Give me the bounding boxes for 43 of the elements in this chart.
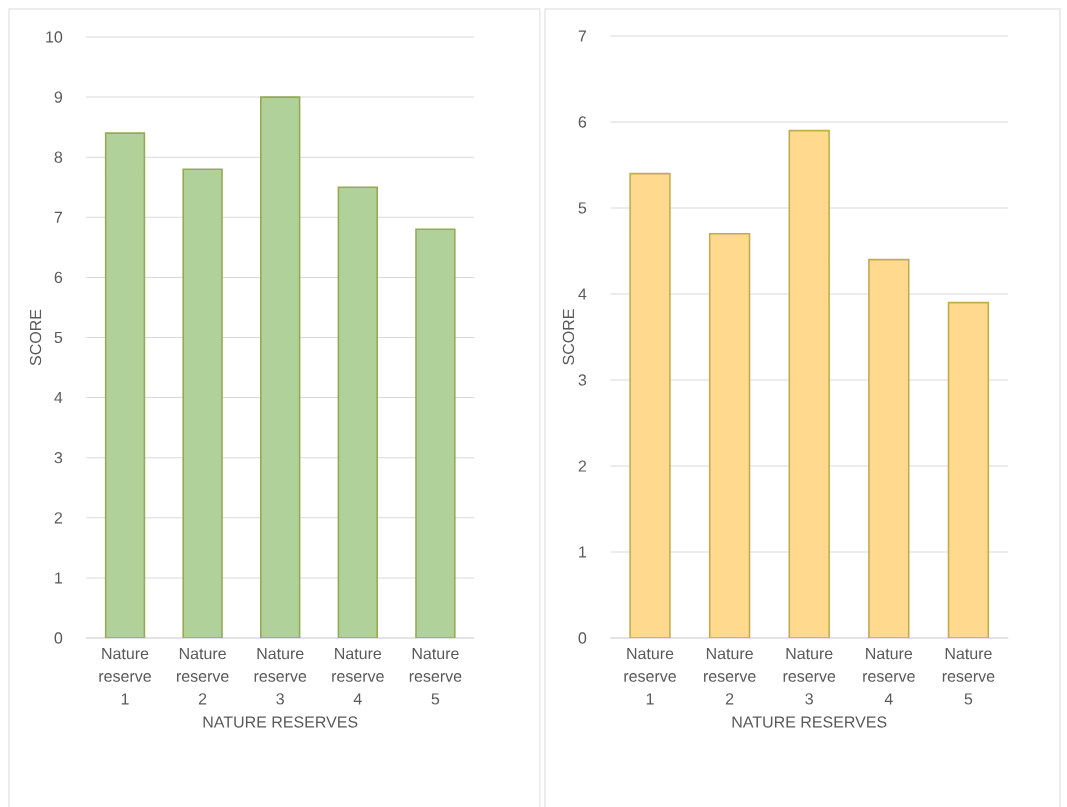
y-axis-title: SCORE xyxy=(29,309,42,366)
y-tick-label: 1 xyxy=(55,572,63,584)
x-tick-label: Nature reserve 3 xyxy=(783,648,836,705)
x-tick-label: Nature reserve 1 xyxy=(624,648,676,705)
x-tick-label: Nature reserve 3 xyxy=(254,648,307,705)
x-axis-title: NATURE RESERVES xyxy=(203,716,358,728)
y-tick-label: 5 xyxy=(54,331,63,344)
y-tick-label: 5 xyxy=(578,202,587,214)
y-tick-label: 9 xyxy=(54,91,63,103)
bar xyxy=(708,233,751,638)
x-tick-label: Nature reserve 2 xyxy=(704,648,756,705)
y-axis-title: SCORE xyxy=(562,309,575,365)
y-tick-label: 1 xyxy=(579,546,587,558)
bar xyxy=(260,96,301,638)
x-tick-label: Nature reserve 4 xyxy=(863,648,915,705)
y-tick-label: 8 xyxy=(54,151,63,163)
y-tick-label: 6 xyxy=(578,116,587,128)
bar xyxy=(947,301,990,638)
bar xyxy=(182,168,223,638)
x-tick-label: Nature reserve 4 xyxy=(332,648,384,705)
x-axis-title: NATURE RESERVES xyxy=(732,716,887,728)
x-tick-label: Nature reserve 1 xyxy=(99,648,151,705)
y-tick-label: 2 xyxy=(54,512,63,524)
y-tick-label: 2 xyxy=(578,460,587,472)
x-tick-label: Nature reserve 5 xyxy=(409,648,462,705)
y-tick-label: 4 xyxy=(54,392,63,404)
y-tick-label: 3 xyxy=(54,452,63,464)
x-tick-label: Nature reserve 5 xyxy=(942,648,995,705)
bar xyxy=(868,258,910,638)
y-tick-label: 3 xyxy=(578,374,587,386)
y-tick-label: 4 xyxy=(578,288,587,300)
y-tick-label: 0 xyxy=(54,632,63,644)
y-tick-label: 10 xyxy=(46,31,63,43)
bar xyxy=(337,186,378,638)
y-tick-label: 0 xyxy=(578,632,587,644)
bar xyxy=(629,172,671,638)
x-tick-label: Nature reserve 2 xyxy=(176,648,229,705)
y-tick-label: 6 xyxy=(54,271,63,284)
y-tick-label: 7 xyxy=(54,211,63,223)
bar xyxy=(104,132,146,638)
bar xyxy=(788,129,830,638)
bar xyxy=(415,228,456,638)
y-tick-label: 7 xyxy=(578,30,587,42)
